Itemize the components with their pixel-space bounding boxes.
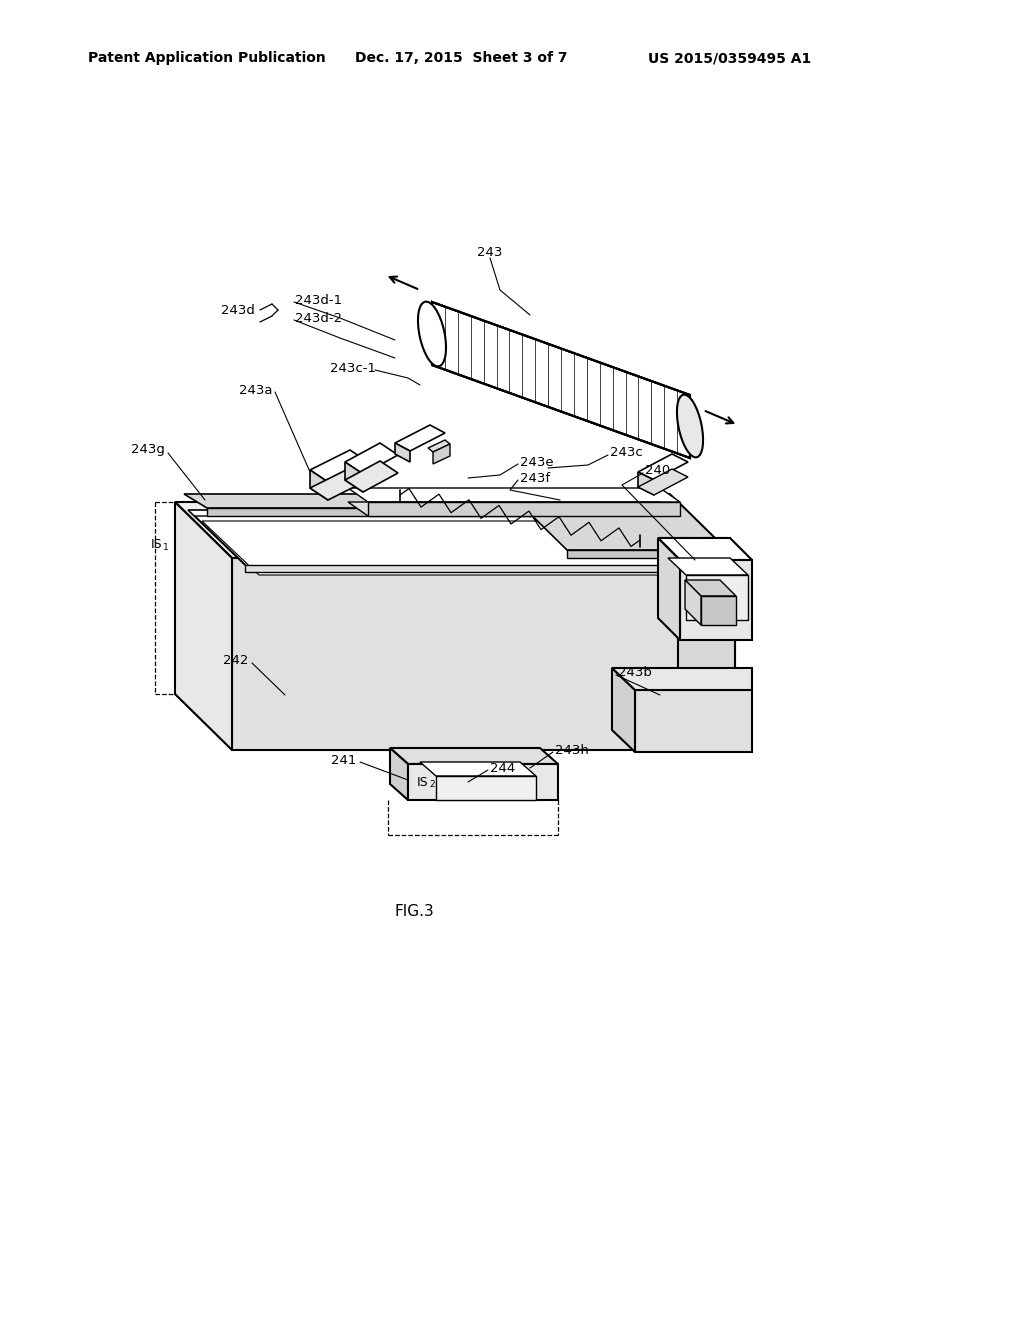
Polygon shape [348,502,680,516]
Text: 2: 2 [429,780,434,789]
Polygon shape [390,748,558,764]
Text: IS: IS [417,776,428,788]
Text: 243d: 243d [221,304,255,317]
Polygon shape [680,560,752,640]
Ellipse shape [677,395,703,458]
Polygon shape [345,462,362,492]
Polygon shape [175,502,232,750]
Text: 1: 1 [163,543,169,552]
Ellipse shape [418,301,446,367]
Text: IS: IS [151,539,162,552]
Text: 243: 243 [477,246,503,259]
Text: 243h: 243h [555,743,589,756]
Text: 243g: 243g [131,444,165,457]
Polygon shape [207,508,534,516]
Polygon shape [660,539,730,570]
Polygon shape [678,502,735,750]
Polygon shape [436,776,536,800]
Polygon shape [348,488,680,502]
Polygon shape [188,510,722,565]
Polygon shape [612,668,752,690]
Text: 243c: 243c [610,446,643,458]
Polygon shape [433,444,450,465]
Text: 243a: 243a [239,384,272,396]
Polygon shape [658,539,680,640]
Text: 244: 244 [490,762,515,775]
Text: 243b: 243b [618,665,652,678]
Polygon shape [245,565,722,572]
Polygon shape [510,494,727,550]
Polygon shape [310,470,328,500]
Polygon shape [668,558,748,576]
Text: 243d-1: 243d-1 [295,293,342,306]
Polygon shape [665,510,722,572]
Text: 243c-1: 243c-1 [330,362,376,375]
Polygon shape [408,764,558,800]
Polygon shape [638,469,688,495]
Text: 243d-2: 243d-2 [295,312,342,325]
Polygon shape [685,579,701,624]
Text: 240: 240 [645,463,671,477]
Text: 242: 242 [222,653,248,667]
Polygon shape [310,469,368,500]
Polygon shape [368,502,680,516]
Polygon shape [686,576,748,620]
Polygon shape [638,454,688,480]
Text: FIG.3: FIG.3 [395,904,435,920]
Polygon shape [195,516,715,572]
Text: Dec. 17, 2015  Sheet 3 of 7: Dec. 17, 2015 Sheet 3 of 7 [355,51,567,65]
Polygon shape [701,597,736,624]
Polygon shape [202,521,708,576]
Polygon shape [395,425,445,451]
Polygon shape [638,473,654,495]
Polygon shape [310,450,368,482]
Text: 243f: 243f [520,471,550,484]
Polygon shape [428,440,450,451]
Polygon shape [635,690,752,752]
Text: Patent Application Publication: Patent Application Publication [88,51,326,65]
Polygon shape [345,461,398,492]
Polygon shape [685,579,736,597]
Polygon shape [612,668,635,752]
Text: 241: 241 [331,754,356,767]
Polygon shape [345,444,398,474]
Polygon shape [184,494,534,508]
Polygon shape [395,444,410,462]
Polygon shape [432,302,690,458]
Text: US 2015/0359495 A1: US 2015/0359495 A1 [648,51,811,65]
Polygon shape [175,502,735,558]
Polygon shape [567,550,727,558]
Polygon shape [420,762,536,776]
Polygon shape [658,539,752,560]
Text: 243e: 243e [520,455,554,469]
Polygon shape [232,558,735,750]
Polygon shape [390,748,408,800]
